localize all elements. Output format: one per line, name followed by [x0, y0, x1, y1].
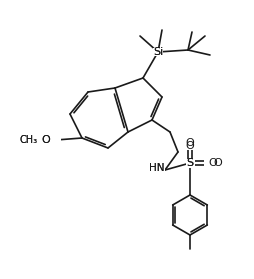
Text: O: O: [41, 135, 50, 145]
Bar: [148, 166, 164, 174]
Text: O: O: [212, 158, 221, 168]
Text: CH₃: CH₃: [20, 135, 38, 145]
Text: Si: Si: [152, 47, 163, 57]
Text: CH₃: CH₃: [20, 135, 38, 145]
Bar: [152, 48, 162, 56]
Bar: [52, 135, 61, 144]
Bar: [203, 158, 212, 167]
Text: S: S: [186, 158, 193, 168]
Text: O: O: [207, 158, 216, 168]
Text: HN: HN: [149, 163, 164, 173]
Text: O: O: [185, 138, 194, 148]
Text: Si: Si: [152, 47, 163, 57]
Text: HN: HN: [149, 163, 164, 173]
Bar: [185, 141, 194, 150]
Text: S: S: [186, 158, 193, 168]
Text: O: O: [185, 141, 194, 151]
Text: O: O: [41, 135, 50, 145]
Bar: [185, 159, 194, 168]
